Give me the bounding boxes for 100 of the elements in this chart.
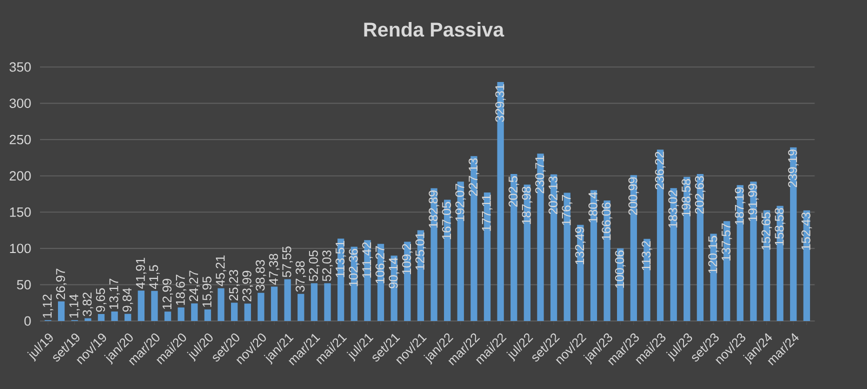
bar (696, 174, 704, 321)
data-label: 9,65 (96, 288, 106, 312)
bar (630, 175, 637, 321)
data-label: 102,36 (348, 248, 360, 286)
bar (736, 185, 744, 321)
bar (284, 279, 291, 321)
bar (58, 301, 65, 321)
bar (191, 303, 198, 321)
data-label: 90,14 (388, 258, 400, 288)
y-tick-label: 350 (10, 62, 31, 72)
bar (590, 190, 598, 321)
bar (98, 314, 105, 321)
data-label: 109,2 (402, 244, 413, 274)
bar (298, 294, 304, 321)
bar (564, 192, 570, 321)
data-label: 227,13 (468, 158, 480, 196)
data-label: 52,05 (308, 250, 320, 282)
data-label: 137,57 (722, 223, 732, 261)
data-label: 24,27 (189, 270, 200, 302)
data-label: 182,89 (428, 190, 440, 228)
data-label: 15,95 (202, 276, 213, 307)
bar (204, 309, 212, 321)
chart-title: Renda Passiva (364, 22, 504, 37)
data-label: 230,71 (535, 156, 546, 194)
bar (656, 150, 664, 321)
data-label: 329,31 (495, 84, 506, 122)
data-label: 3,82 (82, 292, 94, 316)
y-tick-label: 250 (10, 134, 31, 144)
data-label: 113,51 (336, 240, 346, 278)
bar (484, 192, 491, 321)
data-label: 158,58 (774, 208, 786, 246)
data-label: 198,58 (682, 179, 692, 216)
data-label: 132,49 (575, 227, 586, 264)
bar (178, 307, 184, 321)
bar (364, 240, 371, 321)
data-label: 57,55 (282, 246, 293, 278)
bar (670, 188, 677, 321)
data-label: 167,05 (442, 202, 453, 240)
bar (604, 200, 610, 321)
bar (644, 238, 650, 321)
data-label: 37,38 (296, 261, 306, 292)
data-label: 18,67 (176, 274, 186, 305)
data-label: 202,13 (548, 176, 560, 214)
y-tick-label: 0 (24, 316, 31, 326)
data-label: 236,22 (655, 152, 666, 190)
data-label: 152,65 (762, 212, 772, 250)
y-tick-label: 200 (10, 171, 31, 181)
data-label: 111,42 (362, 242, 373, 278)
data-label: 47,38 (269, 254, 280, 285)
bar (84, 318, 92, 321)
data-label: 191,99 (748, 184, 759, 222)
data-label: 187,19 (734, 187, 746, 225)
bar (151, 290, 158, 321)
bar (390, 256, 398, 321)
data-label: 239,19 (788, 150, 799, 188)
data-label: 106,27 (376, 246, 386, 284)
data-label: 38,83 (256, 260, 266, 291)
data-label: 41,5 (149, 265, 160, 289)
data-label: 1,14 (69, 294, 80, 318)
bar (710, 234, 717, 321)
bar (124, 314, 132, 321)
data-label: 166,06 (602, 202, 612, 240)
bar (524, 184, 530, 321)
bar (537, 154, 544, 321)
data-label: 113,2 (642, 241, 652, 270)
data-label: 12,99 (162, 278, 174, 310)
data-label: 120,15 (708, 236, 719, 274)
bar (470, 156, 478, 321)
bar (750, 182, 757, 321)
data-label: 52,03 (322, 250, 333, 282)
bar (324, 283, 331, 321)
bar (510, 174, 518, 321)
data-label: 176,7 (562, 194, 572, 226)
bar (497, 82, 504, 321)
data-label: 45,21 (216, 256, 226, 286)
data-label: 9,84 (122, 288, 134, 312)
data-label: 177,11 (482, 194, 492, 231)
data-label: 13,17 (109, 278, 120, 309)
data-label: 202,63 (694, 176, 706, 214)
data-label: 187,98 (522, 186, 532, 224)
data-label: 1,12 (42, 294, 54, 318)
data-label: 23,99 (242, 270, 253, 302)
data-label: 202,5 (508, 176, 520, 207)
data-label: 41,91 (136, 258, 146, 289)
bar (270, 286, 278, 321)
data-label: 200,99 (628, 177, 639, 215)
data-label: 180,4 (588, 192, 599, 222)
bar (310, 283, 318, 321)
bar (218, 288, 224, 321)
bar (684, 176, 690, 321)
data-label: 183,02 (668, 190, 679, 228)
y-tick-label: 50 (17, 280, 31, 290)
data-label: 152,43 (801, 212, 812, 250)
bar (244, 304, 251, 321)
bar (430, 188, 438, 321)
bar (111, 311, 118, 321)
bar (231, 302, 238, 321)
bar (258, 292, 264, 321)
data-label: 192,07 (455, 184, 466, 221)
bar (550, 174, 558, 321)
